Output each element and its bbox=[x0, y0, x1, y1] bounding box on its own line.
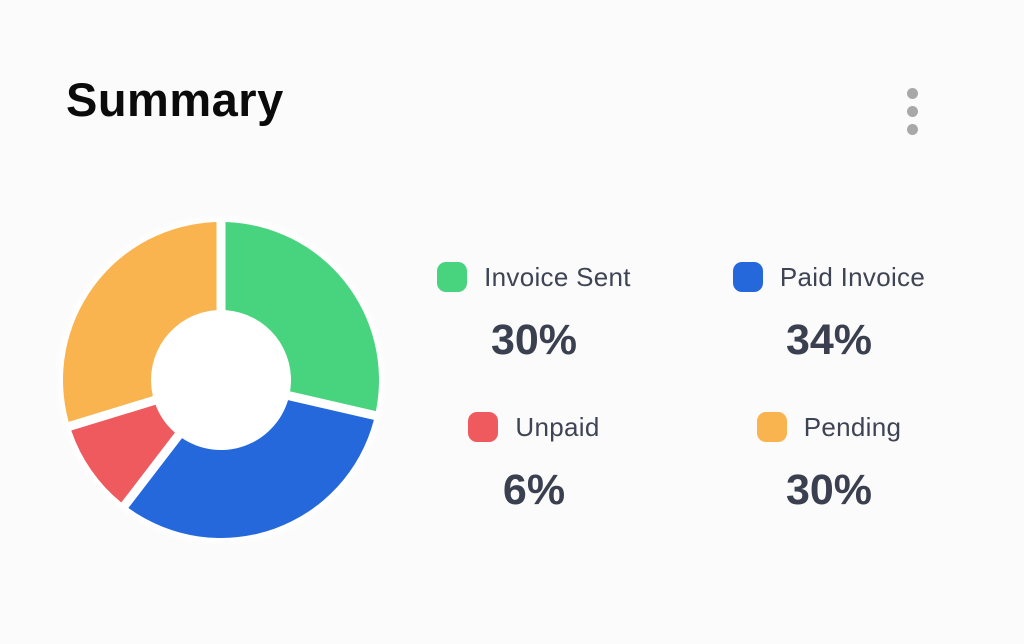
legend-swatch-paid-invoice bbox=[732, 262, 763, 292]
legend-percent: 6% bbox=[502, 466, 566, 514]
legend-item-pending: Pending 30% bbox=[704, 412, 954, 513]
legend-item-unpaid: Unpaid 6% bbox=[409, 412, 659, 513]
kebab-dot-icon bbox=[907, 124, 918, 135]
legend-item-paid-invoice: Paid Invoice 34% bbox=[704, 262, 954, 363]
donut-segment-paid-invoice[interactable] bbox=[128, 400, 374, 539]
legend-swatch-pending bbox=[756, 412, 787, 442]
legend-swatch-unpaid bbox=[468, 412, 499, 442]
kebab-menu-button[interactable] bbox=[901, 82, 924, 141]
kebab-dot-icon bbox=[907, 106, 918, 117]
donut-segment-pending[interactable] bbox=[63, 222, 217, 422]
chart-legend: Invoice Sent 30% Paid Invoice 34% Unpaid… bbox=[409, 262, 954, 513]
legend-item-invoice-sent: Invoice Sent 30% bbox=[409, 262, 659, 363]
legend-label: Invoice Sent bbox=[484, 261, 631, 292]
donut-chart bbox=[56, 215, 386, 545]
donut-segment-invoice-sent[interactable] bbox=[225, 222, 379, 412]
legend-percent: 34% bbox=[785, 316, 873, 364]
kebab-dot-icon bbox=[907, 88, 918, 99]
legend-swatch-invoice-sent bbox=[437, 262, 468, 292]
donut-chart-svg bbox=[58, 217, 384, 543]
legend-label: Unpaid bbox=[515, 411, 600, 442]
legend-label: Pending bbox=[803, 411, 902, 442]
donut-segment-unpaid[interactable] bbox=[71, 404, 175, 503]
legend-percent: 30% bbox=[785, 466, 873, 514]
legend-percent: 30% bbox=[490, 316, 578, 364]
legend-label: Paid Invoice bbox=[779, 261, 926, 292]
page-title: Summary bbox=[66, 73, 284, 126]
